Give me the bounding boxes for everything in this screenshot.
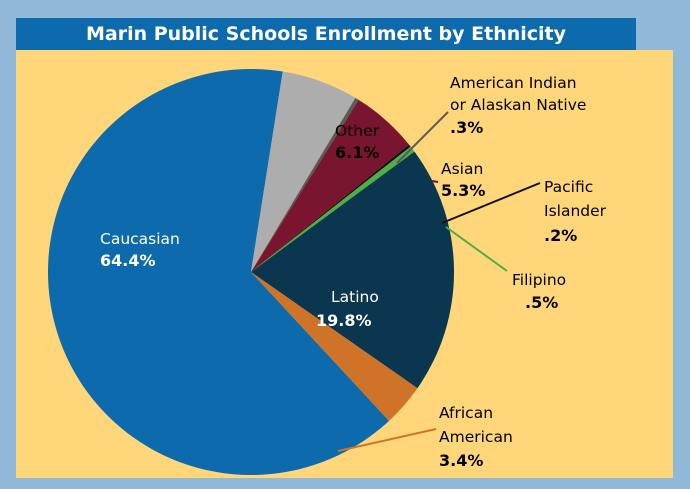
label-american-indian-line2: or Alaskan Native — [450, 96, 586, 114]
pie-slice-asian — [251, 99, 410, 272]
pie-slice-caucasian — [47, 68, 390, 475]
label-caucasian-name: Caucasian — [100, 230, 180, 248]
label-pacific-value: .2% — [544, 226, 577, 245]
leader-american-indian — [396, 111, 449, 164]
pie-slice-filipino — [251, 146, 415, 272]
pie-chart: Caucasian 64.4% Other 6.1% American Indi… — [47, 68, 607, 475]
label-american-indian-line1: American Indian — [450, 74, 577, 92]
label-caucasian-value: 64.4% — [100, 251, 156, 270]
label-pacific-line2: Islander — [544, 202, 607, 220]
label-african-line1: African — [439, 404, 493, 422]
label-other-value: 6.1% — [335, 143, 379, 162]
pie-slices — [47, 68, 454, 475]
leader-lines — [337, 111, 541, 452]
chart-title: Marin Public Schools Enrollment by Ethni… — [16, 18, 636, 50]
label-pacific-line1: Pacific — [544, 178, 593, 196]
label-other-name: Other — [335, 122, 380, 140]
leader-african — [337, 428, 437, 452]
leader-filipino — [445, 226, 508, 272]
label-filipino-value: .5% — [525, 293, 558, 312]
label-asian-name: Asian — [441, 160, 483, 178]
pie-slice-pacific-islander — [251, 144, 411, 272]
label-latino-name: Latino — [331, 288, 379, 306]
label-american-indian-value: .3% — [450, 118, 483, 137]
pie-slice-latino — [251, 151, 454, 389]
label-african-line2: American — [439, 428, 513, 446]
label-latino-value: 19.8% — [316, 311, 372, 330]
label-filipino-name: Filipino — [512, 271, 566, 289]
pie-slice-african-american — [251, 272, 418, 421]
label-african-value: 3.4% — [439, 451, 483, 470]
pie-slice-american-indian-or-alaskan-native — [251, 97, 359, 272]
chart-panel: Caucasian 64.4% Other 6.1% American Indi… — [16, 50, 673, 478]
pie-slice-other — [251, 71, 356, 272]
label-asian-value: 5.3% — [441, 181, 485, 200]
leader-asian — [431, 180, 439, 183]
leader-pacific — [441, 182, 541, 224]
